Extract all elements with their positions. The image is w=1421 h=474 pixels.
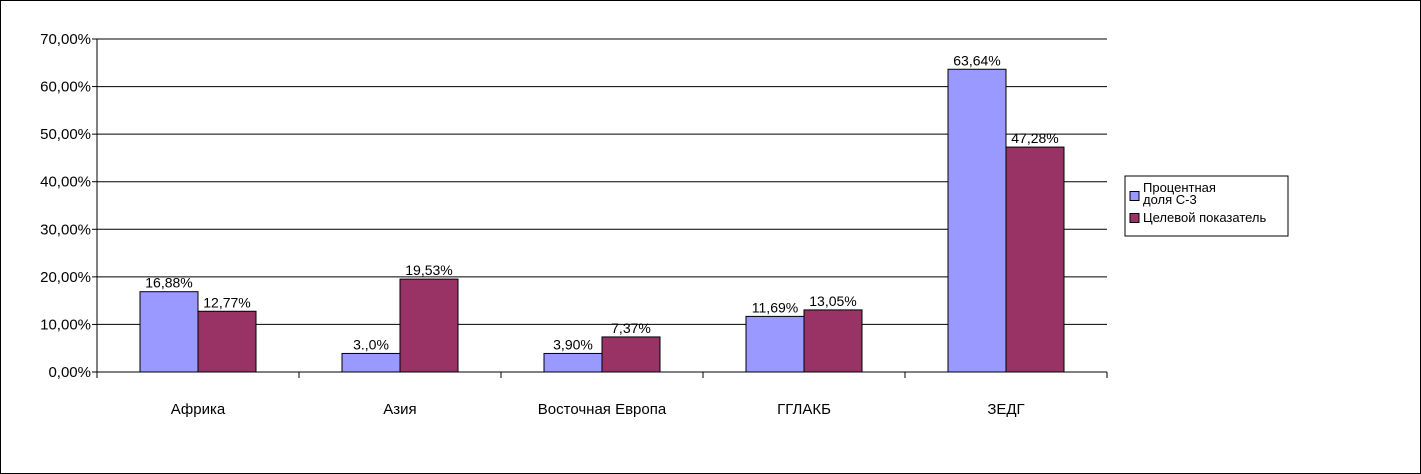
legend-box — [1124, 175, 1289, 237]
bar — [803, 309, 863, 373]
legend-swatch — [1129, 213, 1140, 223]
y-tick-label: 70,00% — [40, 31, 91, 48]
gridlines — [97, 38, 1107, 325]
bar — [139, 291, 199, 373]
data-label: 13,05% — [809, 293, 856, 309]
category-label: ЗЕДГ — [987, 401, 1024, 418]
bar — [1005, 146, 1065, 373]
legend-swatch — [1129, 191, 1140, 201]
y-tick-label: 10,00% — [40, 316, 91, 333]
data-label: 16,88% — [145, 275, 192, 291]
y-tick-label: 40,00% — [40, 174, 91, 191]
data-label: 3,90% — [553, 336, 593, 352]
y-axis-ticks: 0,00% 10,00% 20,00% 30,00% 40,00% 50,00% 60,00… — [40, 31, 91, 381]
y-tick-label: 20,00% — [40, 269, 91, 286]
data-label: 3.,0% — [353, 336, 389, 352]
category-label: ГГЛАКБ — [777, 401, 831, 418]
bar — [399, 278, 459, 373]
legend-label: Целевой показатель — [1143, 210, 1267, 225]
data-label: 7,37% — [611, 320, 651, 336]
data-labels: 16,88% 12,77% 3.,0% 19,53% 3,90% 7,37% 11,69% 1… — [145, 52, 1058, 352]
bars — [139, 68, 1065, 373]
bar — [341, 352, 401, 373]
data-label: 47,28% — [1011, 130, 1058, 146]
data-label: 11,69% — [752, 299, 798, 315]
y-tick-label: 50,00% — [40, 126, 91, 143]
bar — [543, 352, 603, 373]
y-tick-label: 30,00% — [40, 221, 91, 238]
category-label: Азия — [383, 401, 416, 418]
y-tick-label: 60,00% — [40, 79, 91, 96]
data-label: 12,77% — [203, 294, 250, 310]
category-label: Восточная Европа — [538, 401, 667, 418]
legend-label: доля С-3 — [1143, 192, 1197, 207]
bar — [601, 336, 661, 373]
bar — [197, 310, 257, 373]
data-label: 63,64% — [953, 52, 1000, 68]
category-labels: Африка Азия Восточная Европа ГГЛАКБ ЗЕДГ — [171, 401, 1025, 418]
category-label: Африка — [171, 401, 226, 418]
bar — [745, 315, 805, 373]
legend-label: Процентная — [1143, 180, 1216, 195]
data-label: 19,53% — [405, 262, 452, 278]
bar — [947, 68, 1007, 373]
y-tick-label: 0,00% — [48, 364, 91, 381]
